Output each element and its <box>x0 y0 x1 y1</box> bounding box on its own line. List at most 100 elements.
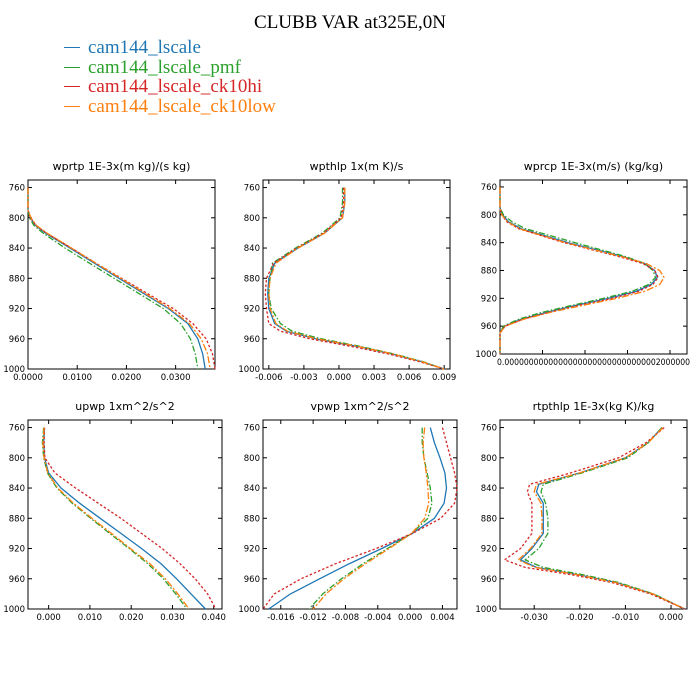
series-line-lscale-pmf <box>499 187 657 354</box>
plot-frame <box>27 419 223 610</box>
legend-item-lscale-ck10low: cam144_lscale_ck10low <box>64 96 276 117</box>
series-line-lscale-ck10low <box>499 187 665 354</box>
series-line-lscale-ck10low <box>42 427 190 610</box>
y-tick-label: 1000 <box>475 350 497 360</box>
y-tick-label: 880 <box>9 514 25 524</box>
plot-frame <box>262 179 451 370</box>
x-tick-label: 0.0200 <box>112 373 142 383</box>
x-tick-label: 0.000 <box>36 613 60 623</box>
x-tick-label: 0.006 <box>397 373 421 383</box>
x-tick-label: 0.020 <box>119 613 143 623</box>
y-tick-label: 760 <box>9 424 25 434</box>
x-tick-label: 0.030 <box>160 613 184 623</box>
y-tick-label: 840 <box>481 484 497 494</box>
x-tick-label: 0.000 <box>659 613 683 623</box>
legend: cam144_lscale cam144_lscale_pmf cam144_l… <box>64 38 276 116</box>
panel-title: wpthlp 1x(m K)/s <box>310 160 404 173</box>
series-line-lscale-ck10low <box>312 427 430 610</box>
series-line-lscale-ck10low <box>27 187 211 370</box>
y-tick-label: 800 <box>9 454 25 464</box>
y-tick-label: 880 <box>244 514 260 524</box>
y-tick-label: 1000 <box>238 605 260 615</box>
y-tick-label: 920 <box>481 294 497 304</box>
y-tick-label: 760 <box>9 184 25 194</box>
x-tick-label: -0.016 <box>267 613 294 623</box>
legend-swatch-lscale-ck10hi <box>64 86 80 88</box>
x-tick-label: 0.003 <box>362 373 386 383</box>
series-line-lscale-ck10hi <box>503 427 685 610</box>
y-tick-label: 920 <box>244 305 260 315</box>
y-tick-label: 880 <box>9 274 25 284</box>
series-line-lscale-pmf <box>27 187 199 370</box>
y-tick-label: 840 <box>481 239 497 249</box>
legend-label: cam144_lscale <box>88 37 201 58</box>
legend-item-lscale-pmf: cam144_lscale_pmf <box>64 56 276 78</box>
y-tick-label: 840 <box>244 244 260 254</box>
series-line-lscale <box>268 427 448 610</box>
y-tick-label: 920 <box>9 545 25 555</box>
x-tick-label: 0.000 <box>398 613 422 623</box>
series-line-lscale <box>43 427 206 610</box>
plot-frame <box>499 419 688 610</box>
y-tick-label: 920 <box>481 545 497 555</box>
plot-frame <box>262 419 458 610</box>
series-line-lscale-ck10hi <box>43 427 217 610</box>
plot-frame <box>499 179 688 355</box>
legend-label: cam144_lscale_pmf <box>88 56 242 78</box>
x-tick-label: -0.030 <box>521 613 548 623</box>
y-tick-label: 960 <box>244 575 260 585</box>
y-tick-label: 800 <box>9 214 25 224</box>
panel-title: wprtp 1E-3x(m kg)/(s kg) <box>53 160 191 173</box>
x-tick-label: -0.012 <box>299 613 326 623</box>
y-tick-label: 760 <box>481 424 497 434</box>
series-line-lscale-pmf <box>308 427 433 610</box>
x-tick-label: -0.010 <box>612 613 639 623</box>
y-tick-label: 960 <box>244 335 260 345</box>
x-tick-label: -0.003 <box>290 373 317 383</box>
y-tick-label: 800 <box>244 454 260 464</box>
y-tick-label: 920 <box>9 305 25 315</box>
y-tick-label: 760 <box>244 424 260 434</box>
series-line-lscale <box>519 427 685 610</box>
x-tick-label: 0.00000000000000000000000000000002000000 <box>497 358 690 368</box>
y-tick-label: 880 <box>481 266 497 276</box>
series-line-lscale-pmf <box>268 187 445 370</box>
x-tick-label: 0.004 <box>430 613 454 623</box>
y-tick-label: 1000 <box>238 365 260 375</box>
legend-item-lscale-ck10hi: cam144_lscale_ck10hi <box>64 77 276 97</box>
y-tick-label: 920 <box>244 545 260 555</box>
y-tick-label: 1000 <box>3 365 25 375</box>
panel-title: wprcp 1E-3x(m/s) (kg/kg) <box>524 160 663 173</box>
x-tick-label: 0.000 <box>327 373 351 383</box>
y-tick-label: 840 <box>9 484 25 494</box>
y-tick-label: 760 <box>244 184 260 194</box>
legend-item-lscale: cam144_lscale <box>64 38 276 58</box>
panel-title: vpwp 1xm^2/s^2 <box>310 400 409 413</box>
x-tick-label: 0.040 <box>202 613 226 623</box>
series-line-lscale <box>499 187 658 354</box>
x-tick-label: -0.020 <box>566 613 593 623</box>
x-tick-label: -0.008 <box>332 613 359 623</box>
x-tick-label: 0.010 <box>78 613 102 623</box>
legend-label: cam144_lscale_ck10hi <box>88 76 263 97</box>
x-tick-label: -0.004 <box>364 613 391 623</box>
y-tick-label: 960 <box>9 335 25 345</box>
legend-swatch-lscale <box>64 47 80 49</box>
y-tick-label: 800 <box>481 211 497 221</box>
panel-title: upwp 1xm^2/s^2 <box>75 400 175 413</box>
legend-swatch-lscale-ck10low <box>64 105 80 107</box>
series-line-lscale-pmf <box>524 427 685 610</box>
x-tick-label: 0.0100 <box>62 373 92 383</box>
x-tick-label: -0.006 <box>255 373 282 383</box>
series-line-lscale-ck10hi <box>499 187 659 354</box>
y-tick-label: 840 <box>244 484 260 494</box>
series-line-lscale-pmf <box>41 427 188 610</box>
y-tick-label: 880 <box>481 514 497 524</box>
page-title: CLUBB VAR at325E,0N <box>254 12 446 33</box>
plot-frame <box>27 179 216 370</box>
y-tick-label: 960 <box>9 575 25 585</box>
y-tick-label: 760 <box>481 183 497 193</box>
y-tick-label: 1000 <box>475 605 497 615</box>
y-tick-label: 880 <box>244 274 260 284</box>
